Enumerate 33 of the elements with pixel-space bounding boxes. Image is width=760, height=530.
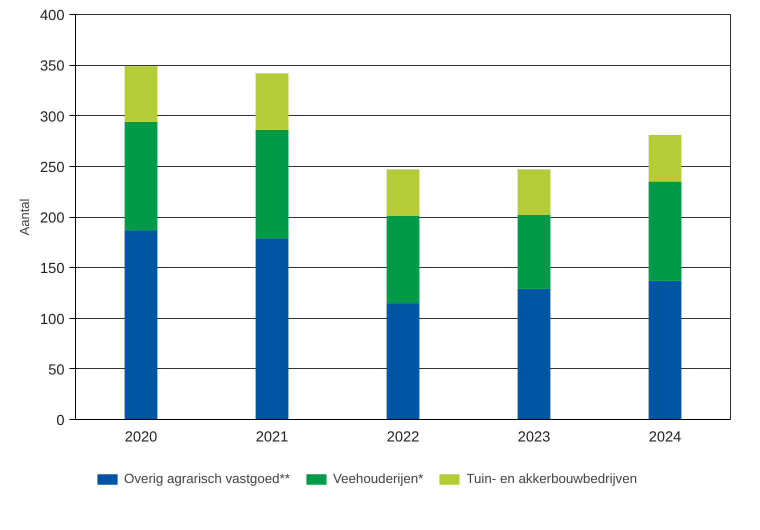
y-tick-label: 350 [40,58,65,75]
bar [518,288,550,420]
bar [124,230,158,420]
bar [386,303,420,420]
y-tick-label: 250 [40,160,65,176]
x-tick-label: 2022 [386,430,420,446]
bar [386,216,420,304]
legend-label: Overig agrarisch vastgoed** [124,471,290,486]
y-tick-label: 200 [40,210,65,226]
y-tick-label: 150 [40,261,65,278]
bar [386,169,420,216]
x-tick-label: 2023 [518,430,550,446]
y-tick-label: 300 [40,109,65,126]
bar [124,66,158,122]
y-tick-label: 400 [40,8,65,24]
bar [648,280,682,420]
bar [518,169,550,215]
legend-label: Veehouderijen* [332,471,424,486]
y-tick-label: 100 [40,312,65,328]
bar [124,122,158,230]
legend-label: Tuin- en akkerbouwbedrijven [466,471,638,486]
bar [648,134,682,182]
y-tick-label: 0 [56,413,65,429]
bar [518,214,550,289]
x-tick-label: 2020 [124,430,158,446]
bar [256,73,288,130]
bar [256,238,288,420]
x-tick-label: 2021 [256,430,288,446]
x-tick-label: 2024 [648,430,682,446]
bar [256,130,288,238]
bar [648,182,682,281]
y-tick-label: 50 [48,362,65,378]
y-axis-title: Aantal [17,198,32,236]
